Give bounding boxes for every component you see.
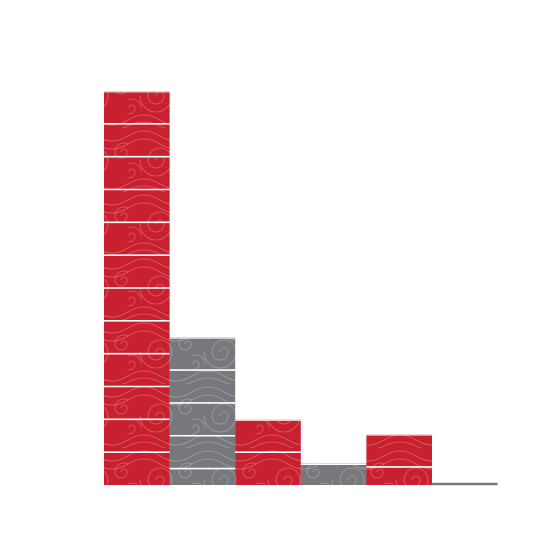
bar-1 [104, 91, 170, 485]
bar-pattern [300, 463, 367, 485]
bar-pattern [169, 337, 236, 485]
bars-layer [104, 91, 432, 485]
bar-pattern [366, 434, 432, 485]
bar-4 [300, 463, 367, 485]
bar-2 [169, 337, 236, 485]
bar-5 [366, 434, 432, 485]
bar-3 [235, 419, 301, 485]
